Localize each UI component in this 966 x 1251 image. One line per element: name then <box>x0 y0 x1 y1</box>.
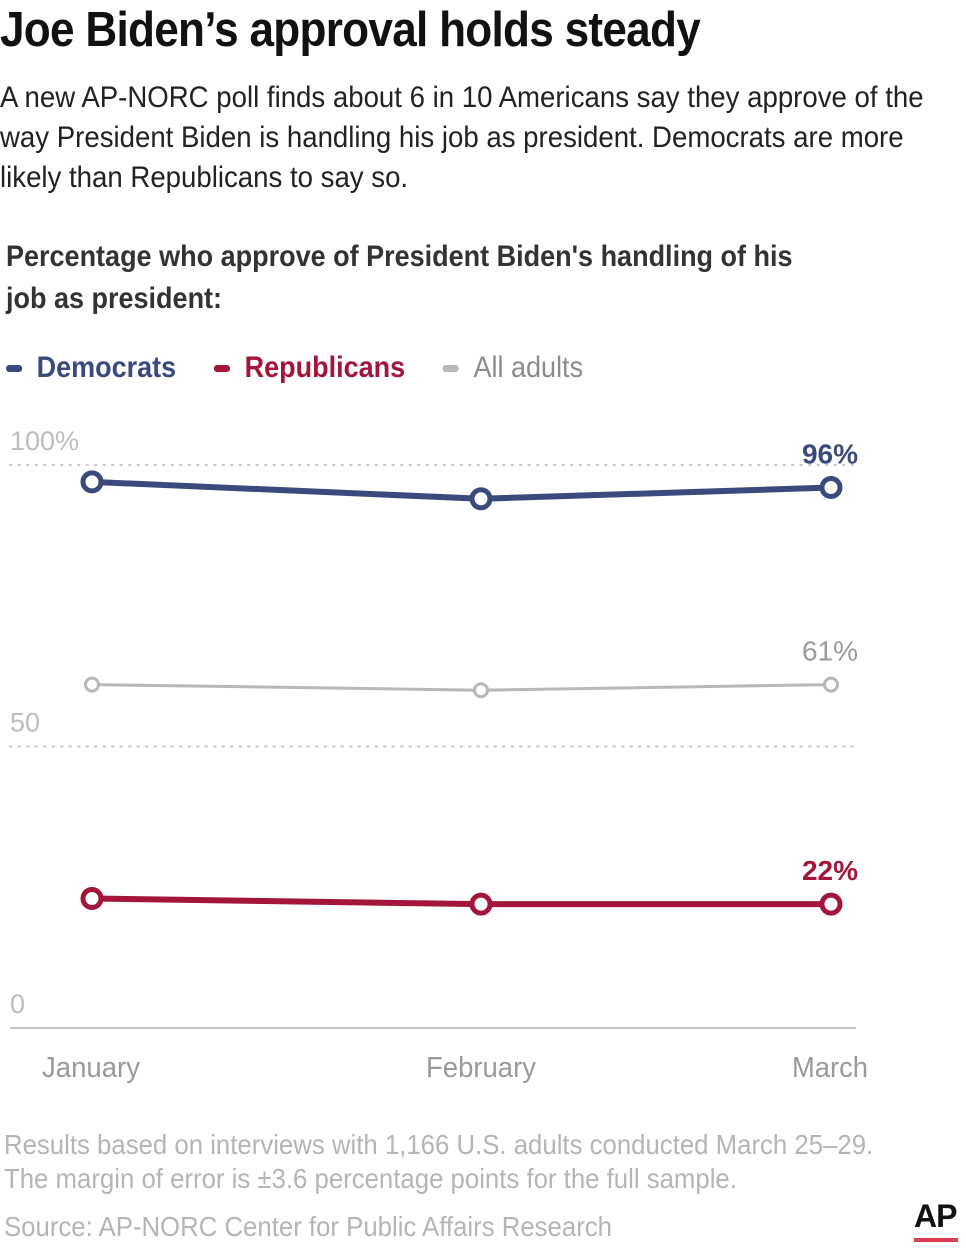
legend-item-democrats: Democrats <box>6 351 176 385</box>
chart-legend: Democrats Republicans All adults <box>6 348 621 388</box>
x-tick-label-january: January <box>42 1052 140 1084</box>
data-point-dem-january <box>80 470 104 494</box>
chart-title: Percentage who approve of President Bide… <box>6 240 793 315</box>
page-subtitle: A new AP-NORC poll finds about 6 in 10 A… <box>0 81 924 194</box>
ap-logo-accent-bar <box>914 1238 958 1242</box>
end-label-dem: 96% <box>802 439 858 470</box>
data-point-dem-february <box>469 487 493 511</box>
y-tick-label-0: 0 <box>10 989 25 1019</box>
end-label-rep: 22% <box>802 855 858 886</box>
page-title: Joe Biden’s approval holds steady <box>0 3 701 57</box>
y-tick-label-100: 100% <box>10 426 79 456</box>
legend-swatch-republicans <box>213 364 231 372</box>
data-point-rep-march <box>819 892 843 916</box>
series-line-dem <box>89 478 834 502</box>
legend-item-republicans: Republicans <box>213 351 406 385</box>
data-point-all-february <box>473 682 489 699</box>
legend-label-all-adults: All adults <box>473 351 584 384</box>
end-label-all: 61% <box>802 636 858 667</box>
legend-swatch-all-adults <box>442 364 460 372</box>
legend-swatch-democrats <box>6 364 23 372</box>
footnote-margin: The margin of error is ±3.6 percentage p… <box>4 1163 737 1194</box>
legend-item-all-adults: All adults <box>442 351 584 385</box>
x-tick-label-february: February <box>426 1052 536 1084</box>
data-point-dem-march <box>819 476 843 500</box>
data-point-rep-february <box>469 892 493 916</box>
data-point-rep-january <box>80 887 104 911</box>
data-point-all-january <box>84 676 100 693</box>
source-credit: Source: AP-NORC Center for Public Affair… <box>4 1211 612 1242</box>
series-line-rep <box>89 895 834 908</box>
ap-logo: AP <box>914 1198 957 1234</box>
series-line-all <box>90 683 833 692</box>
footnote-sample: Results based on interviews with 1,166 U… <box>4 1129 874 1160</box>
x-tick-label-march: March <box>792 1052 868 1084</box>
legend-label-democrats: Democrats <box>36 351 177 384</box>
y-tick-label-50: 50 <box>10 708 40 738</box>
data-point-all-march <box>823 676 839 693</box>
legend-label-republicans: Republicans <box>244 351 406 384</box>
